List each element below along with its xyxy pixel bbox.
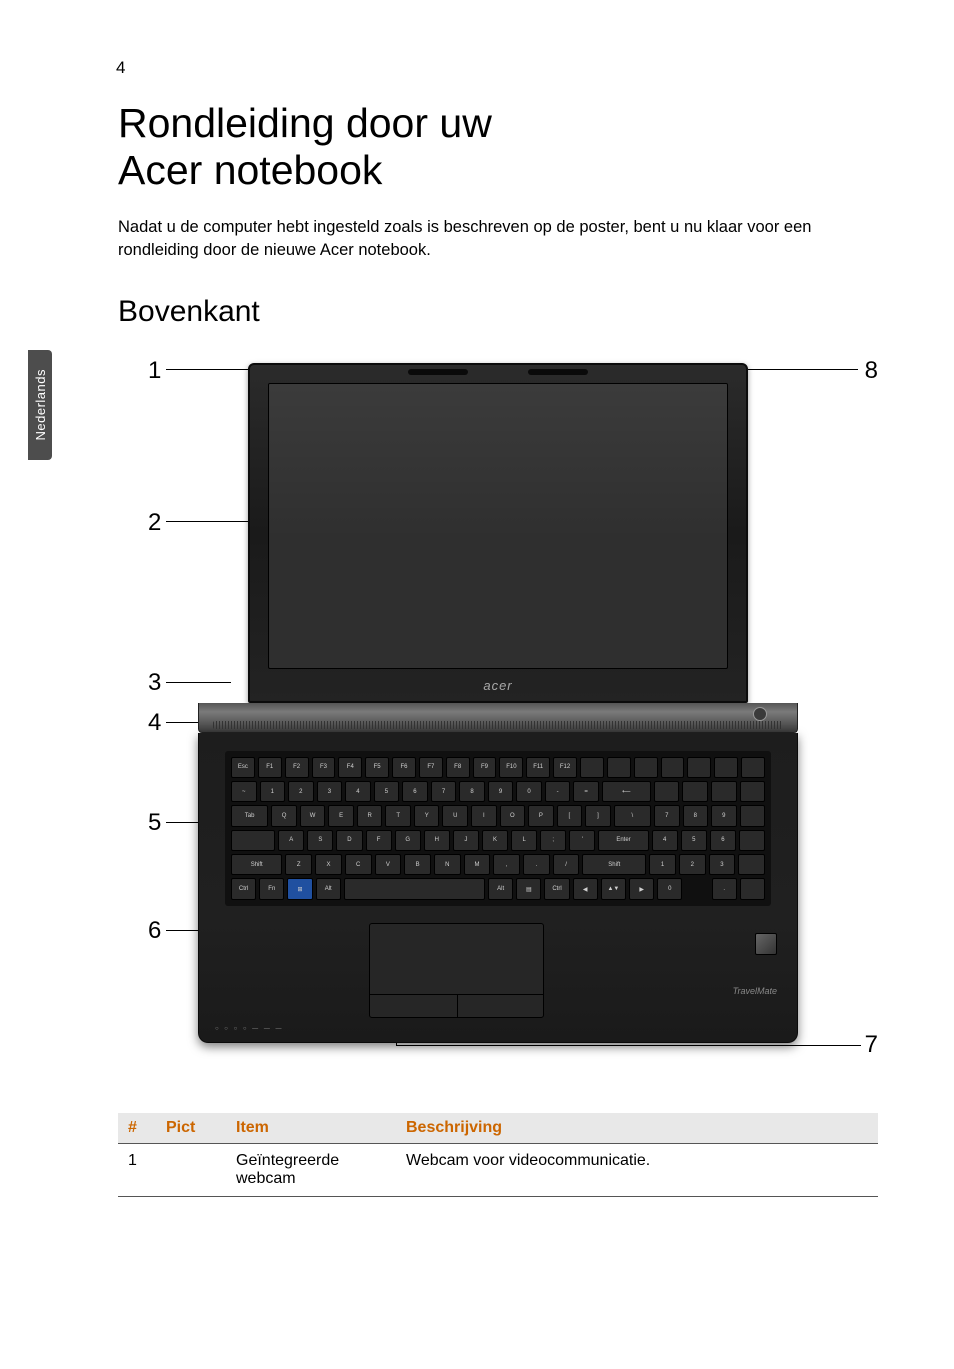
touchpad — [369, 923, 544, 1018]
language-tab-label: Nederlands — [33, 369, 48, 441]
page-title: Rondleiding door uw Acer notebook — [118, 100, 878, 194]
th-pict: Pict — [156, 1113, 226, 1144]
cell-pict — [156, 1143, 226, 1196]
mic-slot — [528, 369, 588, 375]
laptop-hinge — [198, 703, 798, 733]
lead-7 — [396, 1045, 861, 1046]
th-num: # — [118, 1113, 156, 1144]
kb-row-4: ShiftZXCVBNM,./Shift123 — [231, 854, 765, 875]
callout-8: 8 — [865, 357, 878, 385]
kb-row-1: ~1234567890-=⟵ — [231, 781, 765, 802]
laptop-lid: acer — [248, 363, 748, 703]
title-line-2: Acer notebook — [118, 147, 382, 193]
section-heading: Bovenkant — [118, 295, 878, 329]
callout-5: 5 — [148, 809, 161, 837]
laptop-illustration: acer EscF1F2F3F4F5F6F7F8F9F10F11F12 ~123… — [198, 363, 798, 1043]
keyboard: EscF1F2F3F4F5F6F7F8F9F10F11F12 ~12345678… — [225, 751, 771, 906]
speaker-grille — [213, 721, 783, 729]
cell-item: Geïntegreerde webcam — [226, 1143, 396, 1196]
callout-2: 2 — [148, 509, 161, 537]
callout-3: 3 — [148, 669, 161, 697]
intro-paragraph: Nadat u de computer hebt ingesteld zoals… — [118, 216, 878, 261]
th-desc: Beschrijving — [396, 1113, 878, 1144]
callout-1: 1 — [148, 357, 161, 385]
callout-6: 6 — [148, 917, 161, 945]
page-number: 4 — [116, 58, 125, 78]
language-tab: Nederlands — [28, 350, 52, 460]
callout-4: 4 — [148, 709, 161, 737]
table-header-row: # Pict Item Beschrijving — [118, 1113, 878, 1144]
description-table: # Pict Item Beschrijving 1 Geïntegreerde… — [118, 1113, 878, 1197]
webcam-slot — [408, 369, 468, 375]
kb-row-3: ASDFGHJKL;'Enter456 — [231, 830, 765, 851]
indicator-leds: ○ ○ ○ ○ — — — — [215, 1026, 284, 1032]
brand-logo: acer — [250, 678, 746, 693]
sticker-badge — [755, 933, 777, 955]
series-label: TravelMate — [733, 986, 777, 996]
laptop-diagram: 1 2 3 4 5 6 8 7 acer — [118, 357, 878, 1077]
laptop-deck: EscF1F2F3F4F5F6F7F8F9F10F11F12 ~12345678… — [198, 733, 798, 1043]
kb-row-fn: EscF1F2F3F4F5F6F7F8F9F10F11F12 — [231, 757, 765, 778]
page-content: Rondleiding door uw Acer notebook Nadat … — [118, 100, 878, 1197]
cell-desc: Webcam voor videocommunicatie. — [396, 1143, 878, 1196]
power-button — [753, 707, 767, 721]
kb-row-2: TabQWERTYUIOP[]\789 — [231, 805, 765, 826]
cell-num: 1 — [118, 1143, 156, 1196]
callout-7: 7 — [865, 1031, 878, 1059]
kb-row-5: CtrlFn⊞AltAlt▤Ctrl◀▲▼▶0. — [231, 878, 765, 899]
laptop-screen — [268, 383, 728, 669]
table-row: 1 Geïntegreerde webcam Webcam voor video… — [118, 1143, 878, 1196]
bezel-top — [250, 369, 746, 375]
title-line-1: Rondleiding door uw — [118, 100, 492, 146]
th-item: Item — [226, 1113, 396, 1144]
